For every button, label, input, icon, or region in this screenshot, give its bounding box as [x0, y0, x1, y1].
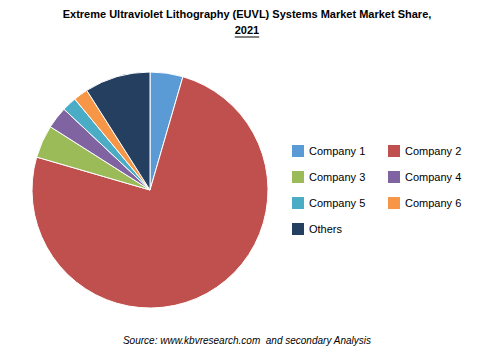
- legend-swatch: [292, 145, 304, 157]
- legend: Company 1 Company 2 Company 3 Company 4 Comp…: [292, 145, 461, 235]
- legend-item: Company 4: [388, 171, 461, 183]
- legend-item: Company 3: [292, 171, 365, 183]
- legend-item: Company 6: [388, 197, 461, 209]
- pie-slice: [87, 72, 150, 190]
- legend-item: Company 5: [292, 197, 365, 209]
- legend-item: Company 2: [388, 145, 461, 157]
- legend-label: Company 5: [309, 197, 365, 209]
- legend-item: Company 1: [292, 145, 365, 157]
- title-line: 2021: [235, 24, 259, 36]
- title: Extreme Ultraviolet Lithography (EUVL) S…: [63, 8, 432, 37]
- chart: Extreme Ultraviolet Lithography (EUVL) S…: [0, 0, 494, 352]
- legend-swatch: [388, 145, 400, 157]
- legend-swatch: [292, 171, 304, 183]
- legend-label: Company 4: [405, 171, 461, 183]
- source-note: Source: www.kbvresearch.com and secondar…: [123, 335, 371, 346]
- legend-label: Others: [309, 223, 343, 235]
- legend-label: Company 1: [309, 145, 365, 157]
- legend-swatch: [292, 223, 304, 235]
- legend-label: Company 6: [405, 197, 461, 209]
- title-underline: [235, 37, 259, 38]
- legend-label: Company 3: [309, 171, 365, 183]
- pie: [32, 72, 268, 308]
- legend-item: Others: [292, 223, 343, 235]
- title-line: Extreme Ultraviolet Lithography (EUVL) S…: [63, 8, 432, 20]
- legend-swatch: [388, 171, 400, 183]
- legend-swatch: [292, 197, 304, 209]
- legend-label: Company 2: [405, 145, 461, 157]
- legend-swatch: [388, 197, 400, 209]
